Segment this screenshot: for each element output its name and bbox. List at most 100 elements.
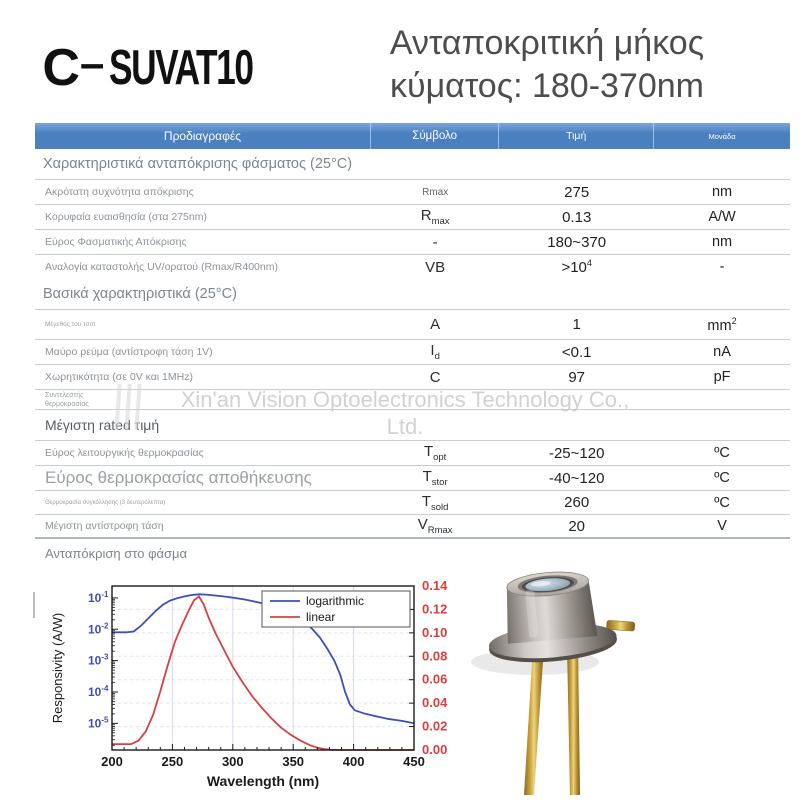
spec-unit: ºC	[714, 445, 730, 461]
svg-text:0.00: 0.00	[422, 742, 447, 757]
spec-label-cell: Θερμοκρασία συγκόλλησης (3 δευτερόλεπτα)	[35, 500, 371, 506]
product-photo	[455, 550, 795, 805]
spec-unit-cell: ºC	[654, 495, 790, 511]
spec-unit-cell: nm	[654, 234, 790, 250]
spec-label-cell: Συντελεστής θερμοκρασίας	[35, 391, 371, 409]
spec-value-cell: 0.13	[499, 209, 654, 226]
table-section-row: Βασικά χαρακτηριστικά (25°C)	[35, 279, 790, 309]
svg-text:Wavelength (nm): Wavelength (nm)	[207, 773, 319, 789]
spec-label-cell: Μέγεθος του τσιπ	[35, 321, 371, 329]
svg-text:10-3: 10-3	[88, 653, 109, 668]
spec-value-cell: 1	[499, 316, 654, 333]
spec-symbol: Topt	[423, 443, 447, 463]
table-section-row: Χαρακτηριστικά ανταπόκρισης φάσματος (25…	[35, 149, 790, 179]
svg-text:0.14: 0.14	[422, 578, 448, 593]
spec-symbol-cell: A	[371, 316, 499, 333]
table-row: Συντελεστής θερμοκρασίας	[35, 389, 790, 409]
spec-symbol: Id	[430, 342, 440, 362]
spec-value: 97	[568, 368, 586, 386]
spec-value: -40~120	[548, 469, 605, 487]
spec-unit: nA	[713, 344, 731, 360]
spec-value-cell: >104	[499, 258, 654, 276]
spec-symbol-cell: VB	[371, 259, 499, 276]
spec-value-cell: 180~370	[499, 234, 654, 251]
spec-unit: -	[719, 259, 725, 275]
photodiode-illustration	[471, 571, 636, 795]
spec-label-cell: Ακρότατη συχνότητα απόκρισης	[35, 186, 371, 198]
spec-label: Εύρος λειτουργικής θερμοκρασίας	[45, 447, 204, 459]
table-row: Χωρητικότητα (σε 0V και 1MHz) C 97 pF	[35, 364, 790, 389]
svg-text:0.10: 0.10	[422, 625, 447, 640]
svg-text:10-2: 10-2	[88, 621, 109, 636]
spec-unit: mm2	[707, 315, 737, 334]
spec-value: 1	[572, 316, 581, 333]
spec-table: Προδιαγραφές Σύμβολο Τιμή Μονάδα Χαρακτη…	[35, 123, 790, 539]
table-row: Εύρος θερμοκρασίας αποθήκευσης Tstor -40~1…	[35, 465, 790, 490]
spec-label-cell: Μέγιστη rated τιμή	[35, 417, 371, 433]
spec-unit-cell: pF	[654, 369, 790, 385]
spec-label: Μαύρο ρεύμα (αντίστροφη τάση 1V)	[45, 346, 213, 358]
brand-logo-prefix: C	[42, 39, 80, 97]
spec-symbol-cell: -	[371, 234, 499, 251]
spec-unit: V	[717, 518, 727, 534]
table-row: Μέγιστη rated τιμή	[35, 409, 790, 440]
spec-table-header: Προδιαγραφές Σύμβολο Τιμή Μονάδα	[35, 123, 790, 149]
spec-symbol: Tstor	[422, 468, 448, 488]
svg-text:0.04: 0.04	[422, 695, 448, 710]
spec-symbol: A	[430, 316, 441, 333]
table-row: Θερμοκρασία συγκόλλησης (3 δευτερόλεπτα)…	[35, 490, 790, 514]
col-header-value: Τιμή	[499, 123, 655, 149]
svg-text:logarithmic: logarithmic	[306, 594, 364, 608]
col-header-unit: Μονάδα	[708, 131, 736, 141]
spec-symbol-cell: Rmax	[371, 187, 499, 198]
svg-text:0.12: 0.12	[422, 601, 447, 616]
spec-symbol: Rmax	[422, 186, 449, 198]
spec-unit-cell: V	[654, 518, 790, 534]
spec-value-cell: 275	[499, 184, 654, 201]
page-title-line1: Ανταποκριτική μήκος	[389, 24, 705, 62]
page-title-line2: κύματος: 180-370nm	[390, 67, 704, 105]
svg-text:450: 450	[403, 754, 425, 769]
table-row: Μέγεθος του τσιπ A 1 mm2	[35, 309, 790, 339]
spec-table-body: Χαρακτηριστικά ανταπόκρισης φάσματος (25…	[35, 149, 790, 539]
spec-unit: ºC	[714, 470, 730, 486]
brand-logo-dash: –	[79, 39, 105, 88]
spec-unit: A/W	[708, 209, 736, 225]
spec-value: 260	[564, 494, 590, 511]
table-section-label: Βασικά χαρακτηριστικά (25°C)	[43, 286, 237, 302]
scroll-artifact	[33, 592, 35, 618]
spec-label: Εύρος θερμοκρασίας αποθήκευσης	[45, 468, 312, 487]
svg-text:200: 200	[101, 754, 123, 769]
spec-symbol: VRmax	[417, 516, 453, 536]
spec-unit-cell: -	[654, 259, 790, 275]
spec-symbol: C	[429, 368, 441, 386]
svg-text:linear: linear	[306, 610, 335, 624]
svg-text:250: 250	[162, 754, 184, 769]
col-header-specifications: Προδιαγραφές	[35, 123, 371, 149]
svg-text:10-5: 10-5	[88, 715, 109, 730]
spec-symbol: VB	[425, 258, 446, 276]
svg-text:300: 300	[222, 754, 244, 769]
spec-unit-cell: A/W	[654, 209, 790, 225]
spec-label: Μέγιστη rated τιμή	[45, 417, 160, 433]
svg-text:Responsivity (A/W): Responsivity (A/W)	[50, 613, 65, 724]
spec-label-cell: Αναλογία καταστολής UV/ορατού (Rmax/R400…	[35, 261, 371, 273]
spec-symbol-cell: Topt	[371, 443, 499, 463]
table-row: Ακρότατη συχνότητα απόκρισης Rmax 275 nm	[35, 179, 790, 204]
table-row: Εύρος Φασματικής Απόκρισης - 180~370 nm	[35, 229, 790, 254]
spectral-response-chart: 200 250 300 350 400 450 10-1 10-2 10-3 10-4 10-5 0.…	[48, 570, 466, 803]
spec-symbol-cell: Id	[371, 342, 499, 362]
spec-label: Μέγεθος του τσιπ	[45, 320, 96, 328]
table-row: Μέγιστη αντίστροφη τάση VRmax 20 V	[35, 514, 790, 539]
spec-unit: nm	[711, 234, 733, 250]
svg-text:0.06: 0.06	[422, 672, 447, 687]
spec-unit: pF	[713, 369, 731, 385]
svg-text:10-4: 10-4	[88, 684, 109, 699]
table-row: Κορυφαία ευαισθησία (στα 275nm) Rmax 0.13 A…	[35, 204, 790, 229]
spec-label-cell: Μέγιστη αντίστροφη τάση	[35, 520, 371, 532]
spec-label: Εύρος Φασματικής Απόκρισης	[45, 236, 187, 248]
spec-value: 180~370	[547, 233, 607, 251]
spec-label: Θερμοκρασία συγκόλλησης (3 δευτερόλεπτα)	[45, 499, 166, 506]
chart-section-label: Ανταπόκριση στο φάσμα	[45, 546, 188, 561]
svg-text:0.08: 0.08	[422, 648, 447, 663]
